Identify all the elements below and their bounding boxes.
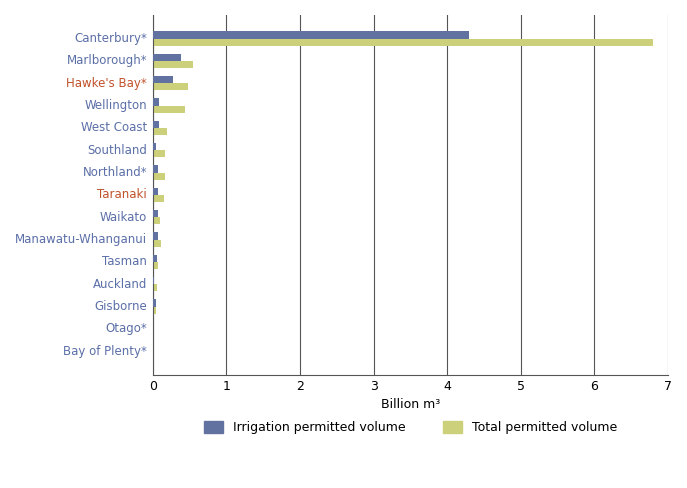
Bar	[153, 61, 193, 68]
Bar	[153, 240, 161, 247]
Bar	[153, 173, 165, 180]
Bar	[153, 83, 188, 90]
Bar	[153, 165, 158, 173]
X-axis label: Billion m³: Billion m³	[381, 398, 440, 411]
Bar	[153, 232, 158, 240]
Legend: Irrigation permitted volume, Total permitted volume: Irrigation permitted volume, Total permi…	[198, 414, 623, 441]
Bar	[153, 300, 156, 306]
Bar	[153, 262, 158, 269]
Bar	[153, 329, 154, 336]
Bar	[153, 306, 157, 314]
Bar	[153, 188, 158, 195]
Bar	[153, 143, 157, 150]
Bar	[153, 99, 159, 105]
Bar	[153, 217, 160, 224]
Bar	[153, 210, 158, 217]
Bar	[153, 105, 185, 113]
Bar	[153, 285, 157, 291]
Bar	[153, 277, 154, 285]
Bar	[153, 39, 653, 46]
Bar	[153, 121, 159, 128]
Bar	[153, 150, 165, 157]
Bar	[153, 128, 168, 135]
Bar	[153, 54, 181, 61]
Bar	[153, 76, 173, 83]
Bar	[153, 255, 157, 262]
Bar	[153, 31, 469, 39]
Bar	[153, 195, 164, 202]
